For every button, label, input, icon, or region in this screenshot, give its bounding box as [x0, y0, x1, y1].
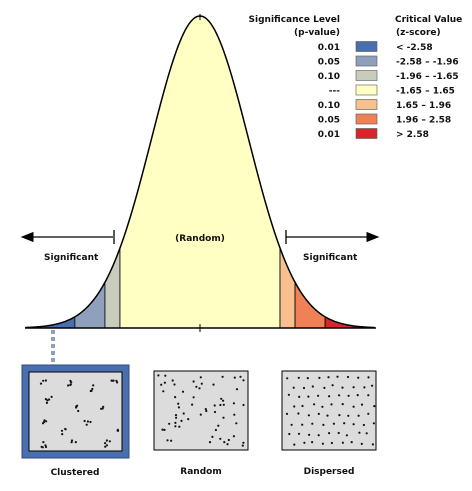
legend-row: 0.10 1.65 – 1.96: [318, 99, 451, 111]
legend-swatch: [355, 41, 378, 52]
pattern-dispersed: Dispersed: [281, 370, 377, 477]
legend-swatch: [355, 113, 378, 125]
legend-p-value: 0.01: [318, 43, 340, 53]
right-significant-arrow: [285, 230, 380, 244]
significant-right-label: Significant: [303, 253, 358, 263]
point-pattern: [157, 374, 245, 447]
legend-p-value: 0.05: [318, 58, 340, 68]
legend-sig-subheader: (p-value): [294, 28, 340, 38]
legend-z-score: 1.65 – 1.96: [396, 101, 451, 111]
legend-z-score: 1.96 – 2.58: [396, 116, 451, 126]
legend: Significance Level (p-value) Critical Va…: [249, 15, 463, 140]
legend-swatch: [355, 55, 378, 67]
region-far-left: [25, 316, 76, 329]
pattern-box: [281, 370, 377, 451]
legend-row: 0.01 > 2.58: [318, 128, 429, 140]
point-pattern: [285, 375, 376, 446]
legend-row: 0.10 -1.96 – -1.65: [318, 70, 459, 82]
legend-swatch: [355, 84, 378, 96]
legend-row: 0.01 < -2.58: [318, 41, 433, 53]
pattern-label-clustered: Clustered: [51, 468, 100, 478]
legend-p-value: 0.10: [318, 72, 340, 82]
random-center-label: (Random): [175, 234, 225, 244]
legend-p-value: 0.01: [318, 130, 340, 140]
legend-z-score: -1.96 – -1.65: [396, 72, 459, 82]
region-center: [119, 15, 281, 329]
pattern-label-random: Random: [180, 467, 221, 477]
point-pattern: [39, 379, 120, 449]
legend-swatch: [355, 70, 378, 81]
region-near-left: [104, 247, 121, 329]
pattern-box: [153, 370, 249, 451]
pattern-box: [28, 371, 123, 452]
legend-crit-subheader: (z-score): [396, 28, 441, 38]
significant-left-label: Significant: [44, 253, 99, 263]
legend-row: --- -1.65 – 1.65: [329, 84, 455, 97]
legend-p-value: 0.10: [318, 101, 340, 111]
pattern-label-dispersed: Dispersed: [304, 467, 355, 477]
pattern-clustered: Clustered: [21, 364, 130, 478]
legend-p-value: ---: [329, 87, 340, 97]
legend-swatch: [355, 128, 378, 139]
legend-crit-header: Critical Value: [395, 15, 462, 25]
region-near-right: [279, 247, 296, 329]
legend-z-score: -2.58 – -1.96: [396, 58, 459, 68]
legend-z-score: > 2.58: [396, 130, 429, 140]
legend-z-score: < -2.58: [396, 43, 433, 53]
left-significant-arrow: [20, 230, 115, 244]
legend-row: 0.05 1.96 – 2.58: [318, 113, 451, 126]
legend-z-score: -1.65 – 1.65: [396, 87, 455, 97]
legend-p-value: 0.05: [318, 116, 340, 126]
legend-sig-header: Significance Level: [249, 15, 340, 25]
region-far-right: [324, 316, 375, 329]
legend-row: 0.05 -2.58 – -1.96: [318, 55, 459, 68]
legend-swatch: [355, 99, 378, 110]
pattern-random: Random: [153, 370, 249, 477]
